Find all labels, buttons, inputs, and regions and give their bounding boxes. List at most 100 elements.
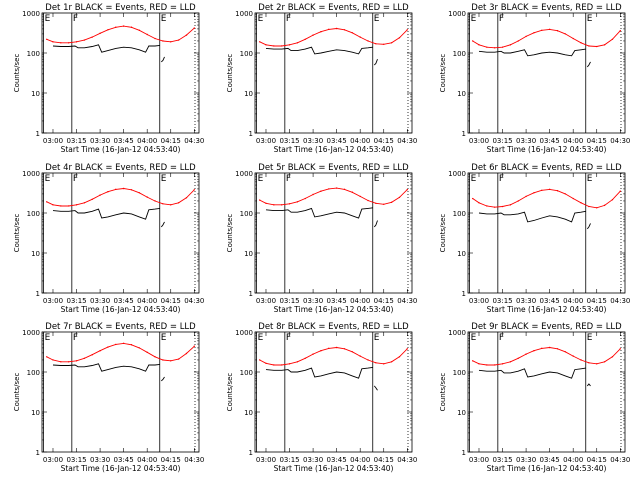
y-tick-label: 1 [36, 449, 40, 457]
series-point [383, 43, 385, 46]
series-point [170, 204, 172, 206]
series-point [99, 194, 101, 196]
y-tick-label: 100 [453, 369, 466, 377]
series-point [115, 343, 117, 346]
x-tick-label: 04:15 [587, 297, 607, 305]
series-point [486, 46, 488, 48]
series-point [375, 43, 377, 45]
series-line-2 [265, 207, 373, 219]
series-point [493, 47, 496, 49]
chart-title: Det 4r BLACK = Events, RED = LLD [45, 163, 196, 173]
x-axis-label: Start Time (16-Jan-12 04:53:40) [274, 305, 394, 314]
series-line-2 [52, 363, 160, 372]
series-point [60, 42, 62, 44]
y-tick-label: 10 [457, 250, 466, 258]
series-point [107, 29, 109, 31]
series-point [472, 197, 474, 200]
series-point [328, 347, 330, 350]
series-point [288, 203, 291, 205]
series-point [509, 44, 512, 46]
series-point [525, 195, 527, 198]
series-point [556, 30, 559, 32]
x-axis-label: Start Time (16-Jan-12 04:53:40) [274, 464, 394, 473]
x-tick-label: 03:00 [256, 137, 276, 145]
series-point [486, 205, 488, 207]
series-line-2 [478, 367, 586, 379]
chart-title: Det 8r BLACK = Events, RED = LLD [258, 322, 409, 332]
series-point [533, 192, 535, 194]
x-tick-label: 03:30 [516, 297, 536, 305]
series-point [406, 29, 408, 31]
series-point [154, 200, 156, 202]
series-point [517, 200, 519, 202]
marker-label: E [161, 333, 167, 343]
series-point [154, 37, 156, 40]
y-tick-label: 1 [249, 449, 253, 457]
chart-title: Det 9r BLACK = Events, RED = LLD [471, 322, 622, 332]
y-tick-label: 1000 [448, 10, 466, 18]
series-point [343, 188, 346, 191]
plot-frame [467, 172, 626, 294]
y-tick-label: 1 [462, 290, 466, 298]
x-tick-label: 04:00 [563, 137, 583, 145]
series-point [138, 347, 141, 349]
series-point [580, 359, 582, 361]
series-point [280, 364, 283, 366]
y-axis-label: Counts/sec [13, 214, 21, 253]
x-tick-label: 03:00 [43, 456, 63, 464]
marker-label: F [499, 333, 504, 343]
series-point [588, 205, 590, 208]
series-point [60, 361, 62, 363]
marker-label: F [286, 174, 291, 184]
x-tick-label: 03:00 [43, 297, 63, 305]
marker-label: E [587, 174, 593, 184]
series-point [359, 36, 361, 38]
x-axis-label: Start Time (16-Jan-12 04:53:40) [61, 145, 181, 154]
series-point [280, 45, 283, 47]
chart-panel-6: Det 6r BLACK = Events, RED = LLD 1 10 100 10… [439, 163, 630, 314]
x-tick-label: 04:30 [184, 456, 204, 464]
chart-title: Det 2r BLACK = Events, RED = LLD [258, 3, 409, 13]
x-tick-label: 04:00 [137, 456, 157, 464]
series-point [138, 29, 141, 31]
x-axis-label: Start Time (16-Jan-12 04:53:40) [61, 305, 181, 314]
series-point [265, 362, 267, 365]
series-point [564, 193, 567, 195]
series-point [193, 345, 195, 347]
series-point [265, 202, 267, 204]
series-point [320, 190, 322, 192]
series-line-3 [373, 59, 378, 66]
plot-frame [41, 331, 200, 453]
marker-label: E [587, 14, 593, 24]
y-tick-label: 10 [31, 409, 40, 417]
series-point [138, 192, 141, 194]
x-tick-label: 03:30 [303, 456, 323, 464]
series-point [390, 42, 393, 44]
series-point [359, 195, 361, 198]
series-point [288, 363, 291, 365]
series-point [83, 39, 86, 41]
series-point [130, 344, 133, 346]
y-tick-label: 100 [27, 50, 40, 58]
series-point [91, 198, 93, 201]
series-point [67, 361, 70, 363]
series-point [343, 29, 346, 31]
x-tick-label: 03:15 [492, 137, 512, 145]
series-point [501, 363, 504, 365]
series-point [296, 42, 299, 44]
series-point [259, 359, 261, 361]
series-line-1 [259, 347, 408, 366]
x-tick-label: 04:15 [587, 137, 607, 145]
series-point [533, 350, 535, 352]
marker-label: E [374, 174, 380, 184]
series-point [335, 346, 338, 349]
x-tick-label: 03:45 [540, 137, 560, 145]
series-point [556, 190, 559, 192]
marker-label: E [471, 174, 477, 184]
series-point [493, 364, 496, 366]
marker-label: E [258, 333, 264, 343]
series-line-1 [259, 187, 408, 206]
chart-title: Det 6r BLACK = Events, RED = LLD [471, 163, 622, 173]
series-point [603, 361, 606, 363]
y-tick-label: 1000 [22, 170, 40, 178]
